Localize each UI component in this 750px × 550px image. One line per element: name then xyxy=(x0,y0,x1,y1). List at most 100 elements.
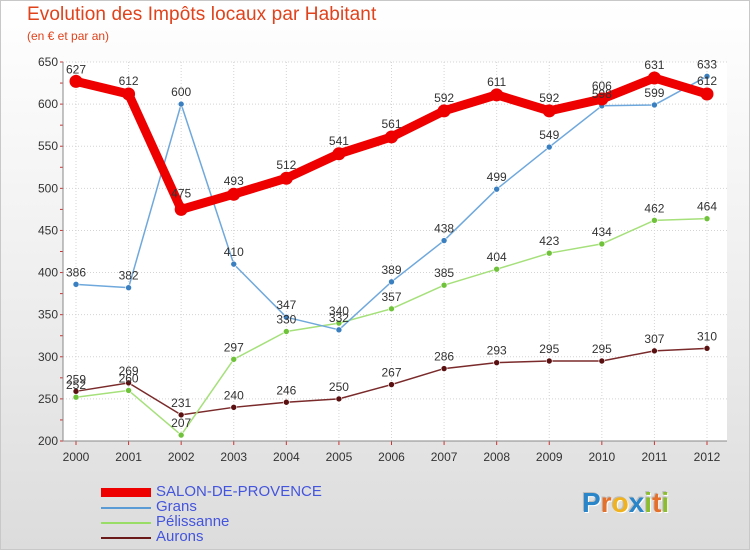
x-tick-label: 2012 xyxy=(694,450,721,464)
series-point-3 xyxy=(125,379,132,387)
x-tick-label: 2010 xyxy=(588,450,615,464)
legend-item: Pélissanne xyxy=(101,513,361,530)
data-label: 627 xyxy=(66,62,86,76)
y-tick-label: 650 xyxy=(38,55,58,69)
data-label: 267 xyxy=(381,366,401,380)
data-label: 549 xyxy=(539,128,559,142)
x-tick-label: 2003 xyxy=(220,450,247,464)
series-point-2 xyxy=(230,356,238,363)
data-label: 612 xyxy=(119,74,139,88)
series-point-3 xyxy=(283,398,290,406)
logo-letter: P xyxy=(582,487,601,518)
series-point-0 xyxy=(385,130,398,144)
series-point-3 xyxy=(335,395,343,403)
x-tick-label: 2008 xyxy=(483,450,510,464)
x-tick-label: 2001 xyxy=(115,450,142,464)
x-tick-label: 2006 xyxy=(378,450,405,464)
y-tick-label: 550 xyxy=(38,139,58,153)
data-label: 611 xyxy=(487,75,506,89)
series-point-1 xyxy=(72,281,80,288)
legend-swatch xyxy=(101,522,151,524)
series-point-1 xyxy=(230,260,238,268)
series-point-0 xyxy=(490,88,504,102)
data-label: 464 xyxy=(697,200,717,214)
series-point-2 xyxy=(703,215,711,222)
series-point-2 xyxy=(177,431,185,439)
y-tick-label: 250 xyxy=(38,392,58,406)
data-label: 286 xyxy=(434,350,454,364)
data-label: 389 xyxy=(381,263,401,277)
logo-letter: t xyxy=(652,487,662,518)
data-label: 293 xyxy=(487,344,507,358)
series-point-2 xyxy=(598,240,606,248)
data-label: 385 xyxy=(434,266,454,280)
data-label: 598 xyxy=(592,87,612,101)
x-tick-label: 2002 xyxy=(168,450,195,464)
series-point-1 xyxy=(440,237,448,244)
data-label: 297 xyxy=(224,340,244,354)
series-point-0 xyxy=(595,92,609,106)
legend-swatch xyxy=(101,537,151,539)
data-label: 259 xyxy=(66,372,86,386)
y-tick-label: 400 xyxy=(38,266,58,280)
y-tick-label: 200 xyxy=(38,434,58,448)
data-label: 382 xyxy=(119,269,139,283)
data-label: 612 xyxy=(697,74,717,88)
series-point-2 xyxy=(283,328,290,335)
data-label: 295 xyxy=(539,342,559,356)
series-point-1 xyxy=(493,185,500,193)
data-label: 347 xyxy=(276,298,296,312)
x-tick-label: 2000 xyxy=(63,450,90,464)
data-label: 475 xyxy=(171,186,191,200)
data-label: 404 xyxy=(487,250,507,264)
data-label: 207 xyxy=(171,416,191,430)
y-tick-label: 600 xyxy=(38,97,58,111)
x-tick-label: 2007 xyxy=(431,450,458,464)
data-label: 386 xyxy=(66,265,86,279)
data-label: 600 xyxy=(171,85,191,99)
data-label: 499 xyxy=(487,170,507,184)
series-point-2 xyxy=(545,249,553,257)
series-point-0 xyxy=(227,187,241,201)
series-point-2 xyxy=(72,393,80,401)
data-label: 340 xyxy=(329,304,349,318)
data-label: 592 xyxy=(539,91,559,105)
data-label: 307 xyxy=(644,332,664,346)
x-tick-label: 2005 xyxy=(326,450,353,464)
y-tick-label: 450 xyxy=(38,223,58,237)
series-point-0 xyxy=(122,87,136,101)
logo-letter: i xyxy=(661,487,670,518)
logo-letter: r xyxy=(600,487,612,518)
series-point-1 xyxy=(177,100,185,108)
series-point-3 xyxy=(230,404,238,411)
series-point-0 xyxy=(332,147,346,161)
legend-label: Aurons xyxy=(156,528,204,545)
data-label: 357 xyxy=(381,290,401,304)
y-tick-label: 300 xyxy=(38,350,58,364)
data-label: 592 xyxy=(434,91,454,105)
data-label: 231 xyxy=(171,396,191,410)
data-label: 310 xyxy=(697,329,717,343)
legend-label: Pélissanne xyxy=(156,513,230,530)
chart-title: Evolution des Impôts locaux par Habitant xyxy=(27,4,377,25)
series-point-2 xyxy=(335,319,343,327)
x-tick-label: 2011 xyxy=(642,450,668,464)
chart-subtitle: (en € et par an) xyxy=(27,29,110,43)
logo-letter: i xyxy=(644,487,653,518)
series-point-2 xyxy=(440,281,448,289)
data-label: 561 xyxy=(381,117,401,131)
data-label: 423 xyxy=(539,234,559,248)
series-point-3 xyxy=(440,365,448,372)
data-label: 606 xyxy=(592,79,612,93)
series-point-1 xyxy=(388,278,395,286)
y-tick-label: 350 xyxy=(38,308,58,322)
series-point-0 xyxy=(279,171,293,185)
series-point-0 xyxy=(437,104,451,118)
series-point-0 xyxy=(542,104,556,118)
legend-item: Grans xyxy=(101,498,361,515)
legend-item: SALON-DE-PROVENCE xyxy=(101,483,361,500)
series-point-3 xyxy=(651,347,658,355)
data-label: 240 xyxy=(224,388,244,402)
data-label: 250 xyxy=(329,380,349,394)
